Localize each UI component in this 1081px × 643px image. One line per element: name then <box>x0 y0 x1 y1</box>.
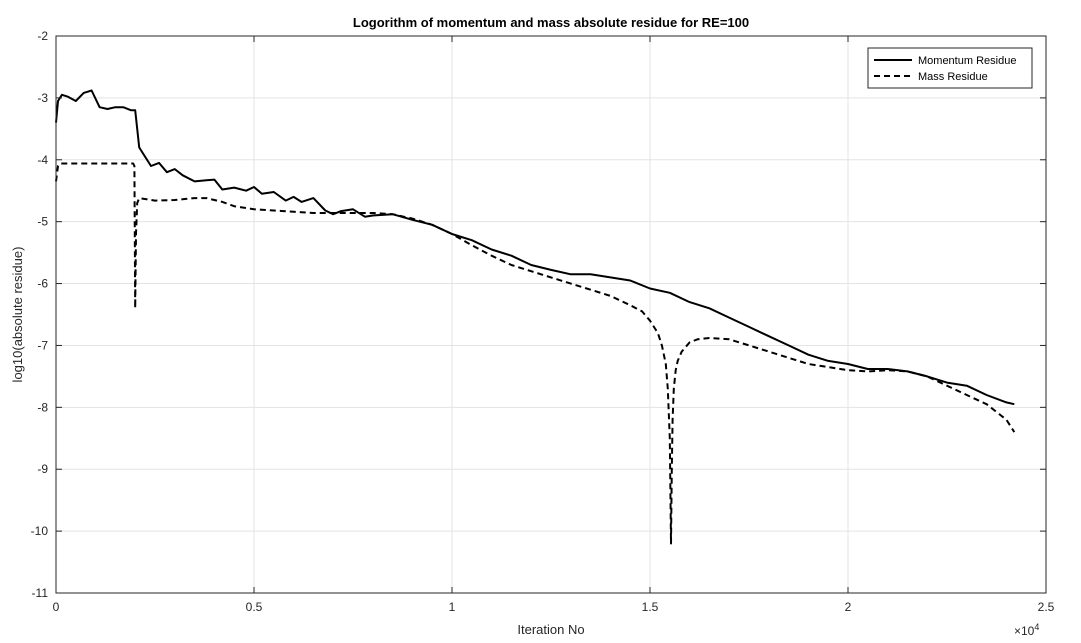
series-line-momentum-residue <box>55 89 1015 406</box>
y-tick-label: -7 <box>37 338 48 352</box>
x-axis-label: Iteration No <box>517 622 584 637</box>
x-axis-exponent: ×104 <box>1014 622 1039 638</box>
y-tick-label: -11 <box>32 586 49 600</box>
y-tick-label: -9 <box>37 462 48 476</box>
y-tick-label: -6 <box>37 277 48 291</box>
y-tick-label: -10 <box>31 524 49 538</box>
legend-label-mass-residue: Mass Residue <box>918 71 988 83</box>
y-tick-label: -5 <box>37 215 48 229</box>
y-tick-label: -2 <box>37 29 48 43</box>
y-axis-label: log10(absolute residue) <box>10 247 25 383</box>
y-tick-label: -8 <box>37 400 48 414</box>
x-tick-label: 2.5 <box>1038 600 1055 614</box>
x-tick-label: 2 <box>845 600 852 614</box>
x-tick-label: 0.5 <box>246 600 263 614</box>
series-line-mass-residue <box>55 162 1016 545</box>
y-tick-label: -4 <box>37 153 48 167</box>
x-axis-exponent-power: 4 <box>1034 622 1039 632</box>
x-tick-label: 0 <box>53 600 60 614</box>
x-tick-label: 1 <box>449 600 456 614</box>
axes-box <box>55 35 1047 594</box>
chart-title: Logorithm of momentum and mass absolute … <box>353 15 749 30</box>
x-tick-label: 1.5 <box>642 600 659 614</box>
legend: Momentum Residue Mass Residue <box>867 47 1033 89</box>
y-tick-label: -3 <box>37 91 48 105</box>
legend-label-momentum-residue: Momentum Residue <box>918 55 1016 67</box>
x-axis-exponent-base: ×10 <box>1014 624 1035 638</box>
plot-area: 0 0.5 1 1.5 2 2.5 -11 -10 -9 -8 -7 -6 -5 -4 -3 -2 <box>31 29 1055 614</box>
legend-box <box>867 47 1033 89</box>
